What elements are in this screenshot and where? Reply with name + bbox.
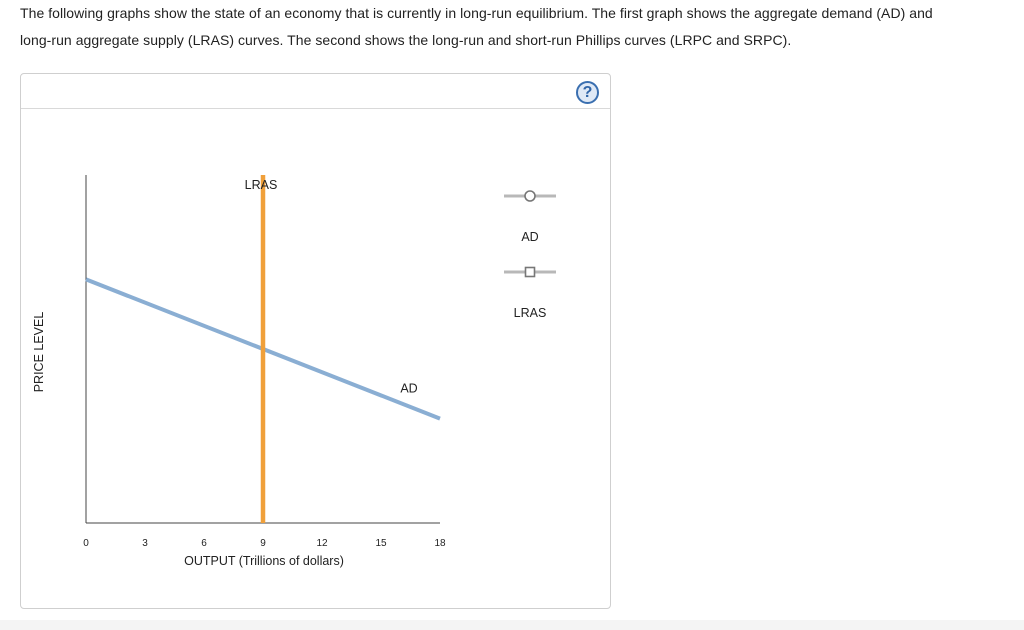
panel-toolbar: ? (21, 74, 610, 109)
legend-lras-label: LRAS (514, 306, 547, 320)
legend-lras-square-icon[interactable] (524, 266, 536, 278)
x-tick-label-6: 6 (201, 538, 207, 549)
y-axis-title: PRICE LEVEL (32, 312, 46, 393)
legend-ad-circle-icon[interactable] (524, 190, 536, 202)
lras-curve-label: LRAS (245, 178, 278, 192)
instructions-text: The following graphs show the state of a… (20, 0, 1010, 54)
x-tick-label-0: 0 (83, 538, 89, 549)
x-tick-label-15: 15 (375, 538, 387, 549)
instructions-line-2: long-run aggregate supply (LRAS) curves.… (20, 32, 792, 48)
help-icon[interactable]: ? (576, 81, 599, 104)
x-axis-title: OUTPUT (Trillions of dollars) (184, 554, 344, 568)
x-tick-label-12: 12 (316, 538, 328, 549)
instructions-line-1: The following graphs show the state of a… (20, 5, 933, 21)
page-bottom-strip (0, 620, 1024, 630)
ad-curve-label: AD (400, 382, 417, 396)
legend-ad-label: AD (521, 230, 538, 244)
graph-panel: ? (20, 73, 611, 609)
x-tick-label-3: 3 (142, 538, 148, 549)
x-tick-label-18: 18 (434, 538, 446, 549)
x-tick-label-9: 9 (260, 538, 266, 549)
